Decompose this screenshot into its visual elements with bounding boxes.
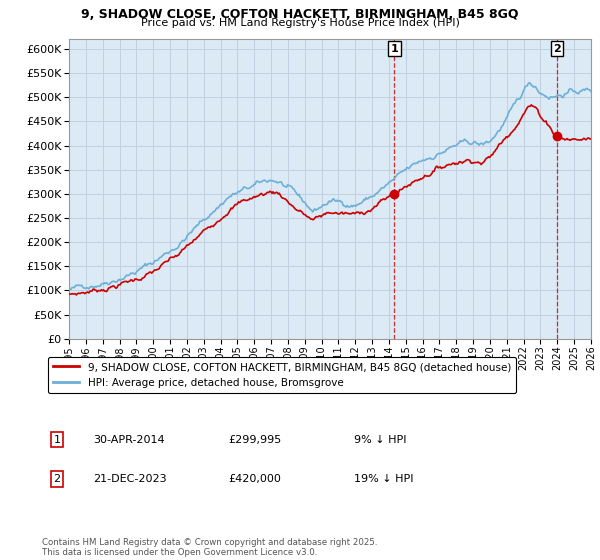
Text: £420,000: £420,000 xyxy=(228,474,281,484)
Text: 9, SHADOW CLOSE, COFTON HACKETT, BIRMINGHAM, B45 8GQ: 9, SHADOW CLOSE, COFTON HACKETT, BIRMING… xyxy=(81,8,519,21)
Text: 1: 1 xyxy=(391,44,398,54)
Legend: 9, SHADOW CLOSE, COFTON HACKETT, BIRMINGHAM, B45 8GQ (detached house), HPI: Aver: 9, SHADOW CLOSE, COFTON HACKETT, BIRMING… xyxy=(48,357,516,393)
Text: 1: 1 xyxy=(53,435,61,445)
Text: 21-DEC-2023: 21-DEC-2023 xyxy=(93,474,167,484)
Text: Contains HM Land Registry data © Crown copyright and database right 2025.
This d: Contains HM Land Registry data © Crown c… xyxy=(42,538,377,557)
Text: 19% ↓ HPI: 19% ↓ HPI xyxy=(354,474,413,484)
Text: 2: 2 xyxy=(53,474,61,484)
Text: 30-APR-2014: 30-APR-2014 xyxy=(93,435,164,445)
Text: 9% ↓ HPI: 9% ↓ HPI xyxy=(354,435,407,445)
Text: 2: 2 xyxy=(553,44,560,54)
Text: £299,995: £299,995 xyxy=(228,435,281,445)
Text: Price paid vs. HM Land Registry's House Price Index (HPI): Price paid vs. HM Land Registry's House … xyxy=(140,18,460,29)
